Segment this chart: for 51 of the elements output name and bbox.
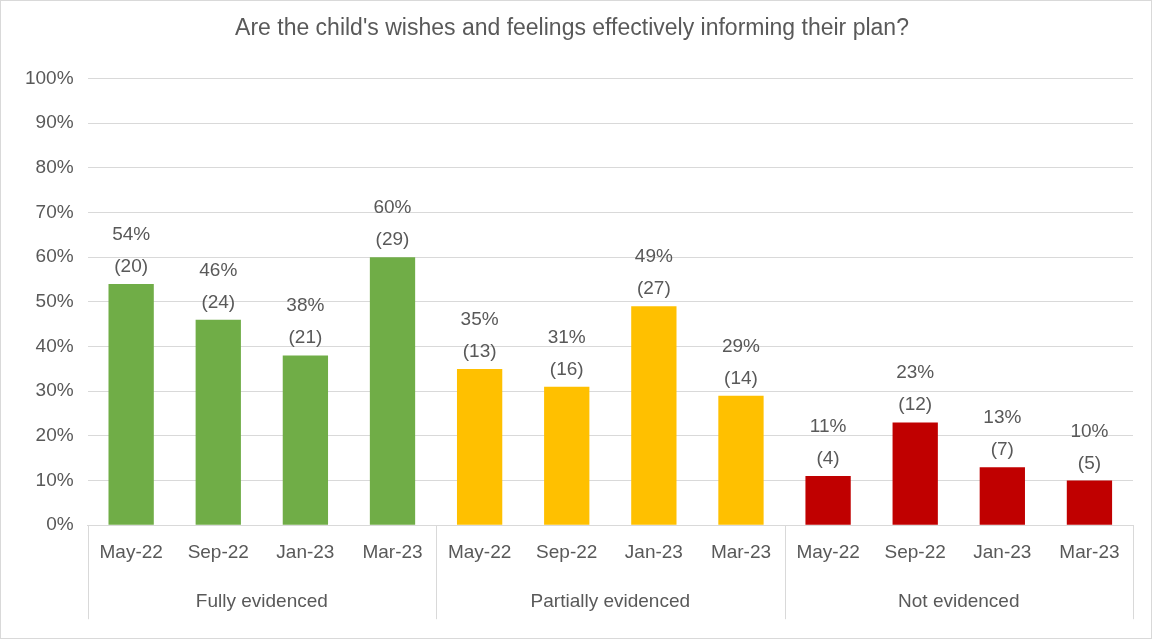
chart-title: Are the child's wishes and feelings effectively informing their plan? <box>235 14 909 41</box>
x-tick-label: Mar-23 <box>362 540 423 562</box>
x-tick-label: Sep-22 <box>884 540 946 562</box>
x-tick-label: Jan-23 <box>973 540 1032 562</box>
bar <box>195 319 241 525</box>
bar <box>456 368 503 525</box>
y-tick-label: 100% <box>24 66 74 88</box>
bar <box>631 306 677 525</box>
y-tick-label: 90% <box>35 111 74 133</box>
x-tick-label: May-22 <box>796 540 860 562</box>
y-tick-label: 20% <box>35 424 74 446</box>
data-label: 54% (20) <box>112 223 151 277</box>
x-tick-label: Mar-23 <box>710 540 772 562</box>
text: Not evidenced <box>898 590 1020 612</box>
y-tick-label: 0% <box>46 513 74 535</box>
data-label: 38% (21) <box>286 294 325 348</box>
bar <box>892 422 938 525</box>
data-label: 13% (7) <box>983 406 1022 460</box>
data-label: 49% (27) <box>634 245 673 299</box>
x-tick-label: Sep-22 <box>536 540 598 562</box>
x-tick-label: Jan-23 <box>624 540 683 562</box>
bar <box>979 467 1025 525</box>
data-label: 29% (14) <box>721 334 761 388</box>
x-tick-label: May-22 <box>99 540 163 562</box>
data-label: 60% (29) <box>373 196 412 250</box>
x-tick-label: May-22 <box>447 540 512 562</box>
x-tick-label: Mar-23 <box>1059 540 1120 562</box>
y-tick-label: 30% <box>35 379 74 401</box>
bar <box>369 257 416 525</box>
y-tick-label: 70% <box>35 200 74 222</box>
data-label: 23% (12) <box>896 361 935 415</box>
y-tick-label: 80% <box>35 156 74 178</box>
data-label: 46% (24) <box>199 258 238 312</box>
y-tick-label: 60% <box>35 245 74 267</box>
data-label: 10% (5) <box>1070 419 1109 473</box>
data-label: 35% (13) <box>460 307 499 361</box>
text: Fully evidenced <box>195 590 328 612</box>
text: Partially evidenced <box>530 590 691 612</box>
bar <box>282 355 329 525</box>
bar <box>718 395 764 525</box>
x-tick-label: Jan-23 <box>276 540 335 562</box>
bar <box>544 386 590 525</box>
data-label: 11% (4) <box>809 415 847 469</box>
bar <box>108 284 154 525</box>
data-label: 31% (16) <box>547 325 586 379</box>
x-tick-label: Sep-22 <box>187 540 249 562</box>
bar <box>1066 480 1113 525</box>
y-tick-label: 10% <box>35 468 74 490</box>
y-tick-label: 50% <box>35 290 74 312</box>
y-tick-label: 40% <box>35 334 74 356</box>
bar <box>805 476 851 525</box>
